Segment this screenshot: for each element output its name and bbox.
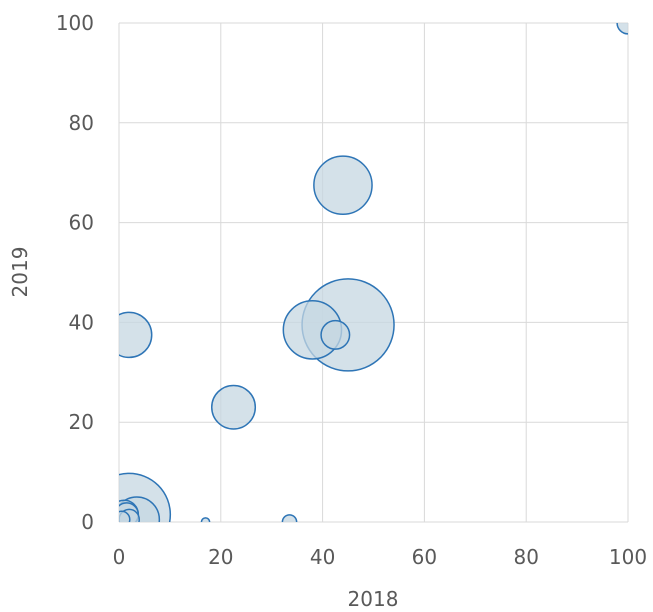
x-tick-label: 20	[208, 545, 233, 569]
y-tick-labels: 0 20 40 60 80 100	[56, 11, 94, 534]
x-tick-label: 60	[412, 545, 437, 569]
bubble-layer	[119, 23, 628, 522]
y-tick-label: 40	[69, 310, 94, 334]
bubble-point	[200, 517, 211, 522]
y-axis-title: 2019	[8, 247, 32, 298]
bubble-point	[313, 155, 373, 216]
bubble-point	[616, 23, 628, 35]
bubble-point	[320, 319, 351, 350]
x-tick-label: 100	[609, 545, 647, 569]
x-tick-label: 80	[513, 545, 538, 569]
bubble-point	[119, 311, 153, 359]
x-tick-labels: 0 20 40 60 80 100	[113, 545, 647, 569]
bubble-point	[211, 384, 257, 430]
grid-layer	[118, 22, 629, 523]
bubble-point	[281, 514, 298, 522]
y-tick-label: 20	[69, 410, 94, 434]
x-axis-title: 2018	[348, 587, 399, 611]
y-tick-label: 100	[56, 11, 94, 35]
y-tick-label: 80	[69, 111, 94, 135]
bubble-point	[119, 510, 131, 522]
x-tick-label: 40	[310, 545, 335, 569]
y-tick-label: 60	[69, 211, 94, 235]
x-tick-label: 0	[113, 545, 126, 569]
y-tick-label: 0	[81, 510, 94, 534]
